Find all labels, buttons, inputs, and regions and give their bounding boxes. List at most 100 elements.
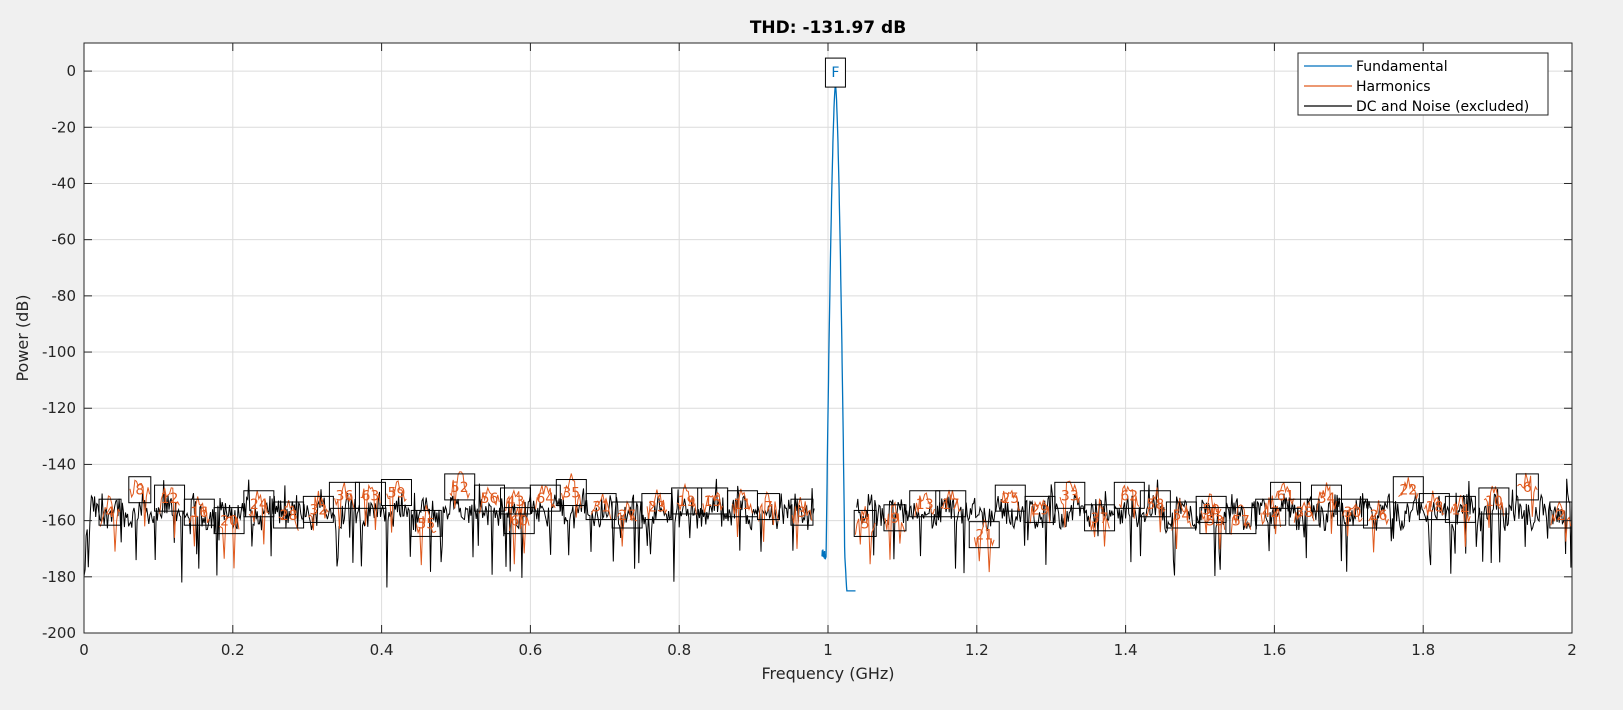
harmonic-marker-label-20: 20 (220, 514, 238, 530)
harmonic-trace-30 (1342, 502, 1363, 537)
axis-ticks: 0 0.2 0.4 0.6 0.8 1 1.2 1.4 1.6 1.8 20-20-40-60-80… (42, 43, 1577, 659)
fundamental-trace (821, 84, 856, 592)
harmonic-marker-label-27: 27 (618, 508, 636, 524)
harmonic-marker-label-16: 16 (190, 505, 208, 521)
harmonic-marker-label-56: 56 (481, 491, 499, 507)
harmonic-marker-label-38: 38 (1295, 505, 1313, 521)
harmonic-marker-label-18: 18 (1425, 500, 1443, 516)
harmonic-trace-13 (914, 492, 935, 518)
harmonic-trace-35 (561, 473, 582, 518)
legend: Fundamental Harmonics DC and Noise (excl… (1297, 52, 1549, 116)
harmonic-marker-box-26 (1363, 501, 1395, 529)
x-tick-label: 1 (823, 641, 833, 659)
harmonic-marker-label-62: 62 (1120, 488, 1138, 504)
legend-entry-fundamental: Fundamental (1356, 59, 1448, 75)
harmonic-marker-label-11: 11 (734, 497, 752, 513)
harmonic-trace-54 (1171, 497, 1192, 550)
harmonic-trace-6 (1517, 472, 1538, 517)
harmonic-marker-box-61 (1270, 481, 1302, 509)
harmonic-trace-28 (278, 500, 299, 531)
harmonic-marker-label-24: 24 (250, 497, 268, 513)
harmonic-marker-label-54: 54 (1172, 508, 1190, 524)
harmonic-marker-box-55 (410, 509, 442, 537)
harmonic-marker-box-64 (529, 484, 561, 512)
fundamental-series (821, 84, 856, 592)
fundamental-marker-box (824, 57, 846, 88)
harmonic-marker-box-17 (935, 490, 967, 518)
harmonic-marker-box-62 (1113, 481, 1145, 509)
harmonic-marker-box-22 (1392, 476, 1424, 504)
harmonic-trace-5 (854, 506, 876, 565)
harmonic-marker-label-28: 28 (280, 508, 298, 524)
harmonic-marker-label-6: 6 (1523, 480, 1532, 496)
harmonic-marker-label-22: 22 (1399, 483, 1417, 499)
harmonic-trace-61 (1275, 482, 1296, 506)
harmonic-marker-label-60: 60 (510, 514, 528, 530)
harmonic-trace-26 (1368, 500, 1389, 553)
harmonic-marker-box-38 (1288, 498, 1320, 526)
fundamental-marker-label: F (831, 65, 839, 81)
harmonic-trace-18 (1424, 490, 1445, 516)
harmonic-marker-label-32: 32 (309, 502, 327, 518)
x-tick-label: 0.8 (667, 641, 691, 659)
harmonic-marker-box-33 (1054, 481, 1086, 509)
harmonic-trace-62 (1119, 484, 1140, 519)
harmonic-marker-label-17: 17 (942, 497, 960, 513)
harmonic-marker-box-36 (328, 481, 360, 509)
harmonic-marker-box-37 (1084, 504, 1116, 532)
x-tick-label: 0.4 (370, 641, 394, 659)
harmonic-marker-label-30: 30 (1344, 505, 1362, 521)
y-tick-label: -40 (52, 174, 77, 192)
harmonic-trace-55 (415, 505, 437, 566)
x-tick-label: 0.6 (518, 641, 542, 659)
y-axis-label: Power (dB) (13, 294, 32, 381)
harmonic-marker-label-33: 33 (1061, 488, 1079, 504)
harmonic-marker-label-61: 61 (1277, 488, 1295, 504)
harmonic-marker-label-3: 3 (797, 505, 806, 521)
noise-trace-segment (83, 478, 815, 588)
harmonic-trace-14 (1450, 494, 1471, 547)
harmonic-marker-label-25: 25 (1001, 491, 1019, 507)
x-tick-label: 1.2 (965, 641, 989, 659)
harmonic-trace-52 (449, 471, 470, 509)
harmonic-marker-label-59: 59 (388, 486, 406, 502)
harmonic-trace-9 (884, 500, 906, 560)
harmonic-marker-box-30 (1337, 498, 1369, 526)
harmonic-trace-19 (676, 482, 697, 515)
harmonic-marker-label-19: 19 (678, 494, 696, 510)
harmonic-marker-box-14 (1444, 495, 1476, 523)
harmonic-trace-20 (219, 515, 240, 569)
harmonic-marker-box-4 (98, 498, 122, 526)
y-tick-label: -120 (42, 399, 76, 417)
harmonic-trace-56 (479, 486, 500, 514)
legend-entry-harmonics: Harmonics (1356, 79, 1431, 95)
harmonic-trace-63 (360, 483, 381, 531)
legend-box (1297, 52, 1549, 116)
harmonic-trace-32 (308, 490, 329, 531)
harmonic-trace-4 (99, 495, 121, 552)
harmonic-marker-label-4: 4 (106, 505, 115, 521)
harmonic-marker-label-52: 52 (451, 480, 469, 496)
harmonic-trace-53 (1204, 504, 1226, 550)
harmonic-marker-box-13 (909, 490, 941, 518)
y-tick-label: -80 (52, 287, 77, 305)
harmonic-trace-64 (535, 485, 556, 510)
harmonic-marker-box-35 (555, 479, 587, 507)
harmonic-trace-11 (732, 488, 753, 538)
harmonic-marker-box-21 (968, 521, 1000, 549)
y-tick-label: -20 (52, 118, 77, 136)
harmonic-marker-box-56 (473, 484, 505, 512)
harmonic-marker-box-18 (1418, 493, 1450, 521)
harmonic-marker-label-14: 14 (1451, 502, 1469, 518)
harmonic-trace-12 (159, 487, 180, 538)
harmonic-marker-box-31 (585, 493, 617, 521)
harmonic-trace-43 (505, 489, 526, 529)
harmonic-trace-17 (940, 489, 961, 513)
harmonic-marker-box-29 (1024, 495, 1056, 523)
harmonic-marker-label-34: 34 (1318, 491, 1336, 507)
harmonic-trace-7 (758, 491, 779, 542)
noise-series (83, 478, 1573, 588)
harmonic-marker-label-12: 12 (161, 491, 179, 507)
y-tick-label: -100 (42, 343, 76, 361)
